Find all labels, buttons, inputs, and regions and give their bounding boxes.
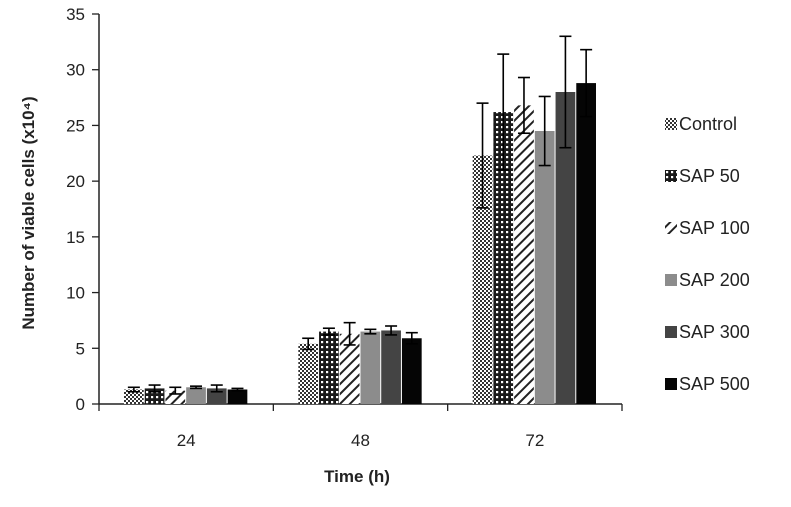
bars [124,83,596,405]
y-tick-label: 0 [76,395,85,414]
y-tick-label: 35 [66,5,85,24]
x-axis-title: Time (h) [324,467,390,486]
bar [514,105,534,404]
legend-label: SAP 100 [679,218,750,238]
legend-label: SAP 500 [679,374,750,394]
bar [360,331,381,404]
legend-swatch [665,118,677,130]
legend-label: SAP 50 [679,166,740,186]
legend-swatch [665,378,677,390]
legend-label: Control [679,114,737,134]
bar [319,331,339,404]
bar [576,83,596,404]
y-tick-label: 30 [66,61,85,80]
legend-swatch [665,170,677,182]
bar [339,333,360,404]
x-tick-label: 48 [351,431,370,450]
y-tick-label: 5 [76,339,85,358]
y-tick-label: 10 [66,284,85,303]
legend-label: SAP 200 [679,270,750,290]
bar [493,112,514,405]
legend: Control SAP 50 SAP 100 SAP 200 SAP 300 SAP 50… [665,114,750,394]
bar [227,389,248,404]
y-axis-title: Number of viable cells (x10⁴) [19,96,38,329]
y-tick-label: 25 [66,116,85,135]
y-tick-label: 15 [66,228,85,247]
bar [534,131,555,404]
legend-swatch [665,326,677,338]
error-bars [127,35,593,395]
bar [555,92,576,404]
y-tick-label: 20 [66,172,85,191]
bar [186,387,206,404]
bar [472,155,493,404]
bar [298,343,319,404]
bar [401,338,422,404]
legend-swatch [665,222,677,234]
legend-swatch [665,274,677,286]
x-tick-label: 24 [177,431,196,450]
bar [381,330,401,404]
x-tick-label: 72 [525,431,544,450]
legend-label: SAP 300 [679,322,750,342]
bar [124,389,144,404]
